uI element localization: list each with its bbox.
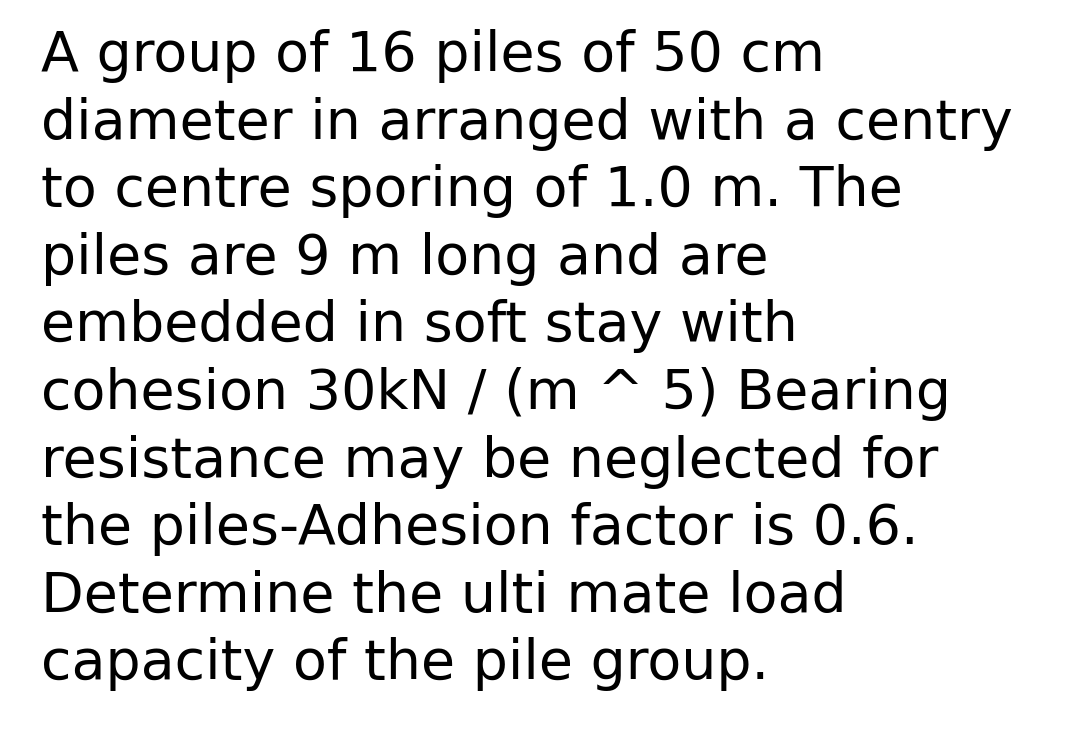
Text: capacity of the pile group.: capacity of the pile group. [41, 637, 769, 691]
Text: to centre sporing of 1.0 m. The: to centre sporing of 1.0 m. The [41, 164, 903, 219]
Text: cohesion 30kN / (m ^ 5) Bearing: cohesion 30kN / (m ^ 5) Bearing [41, 367, 951, 421]
Text: diameter in arranged with a centry: diameter in arranged with a centry [41, 97, 1013, 151]
Text: resistance may be neglected for: resistance may be neglected for [41, 435, 939, 489]
Text: the piles-Adhesion factor is 0.6.: the piles-Adhesion factor is 0.6. [41, 502, 919, 556]
Text: piles are 9 m long and are: piles are 9 m long and are [41, 232, 769, 286]
Text: embedded in soft stay with: embedded in soft stay with [41, 299, 798, 354]
Text: A group of 16 piles of 50 cm: A group of 16 piles of 50 cm [41, 29, 825, 84]
Text: Determine the ulti mate load: Determine the ulti mate load [41, 570, 847, 624]
